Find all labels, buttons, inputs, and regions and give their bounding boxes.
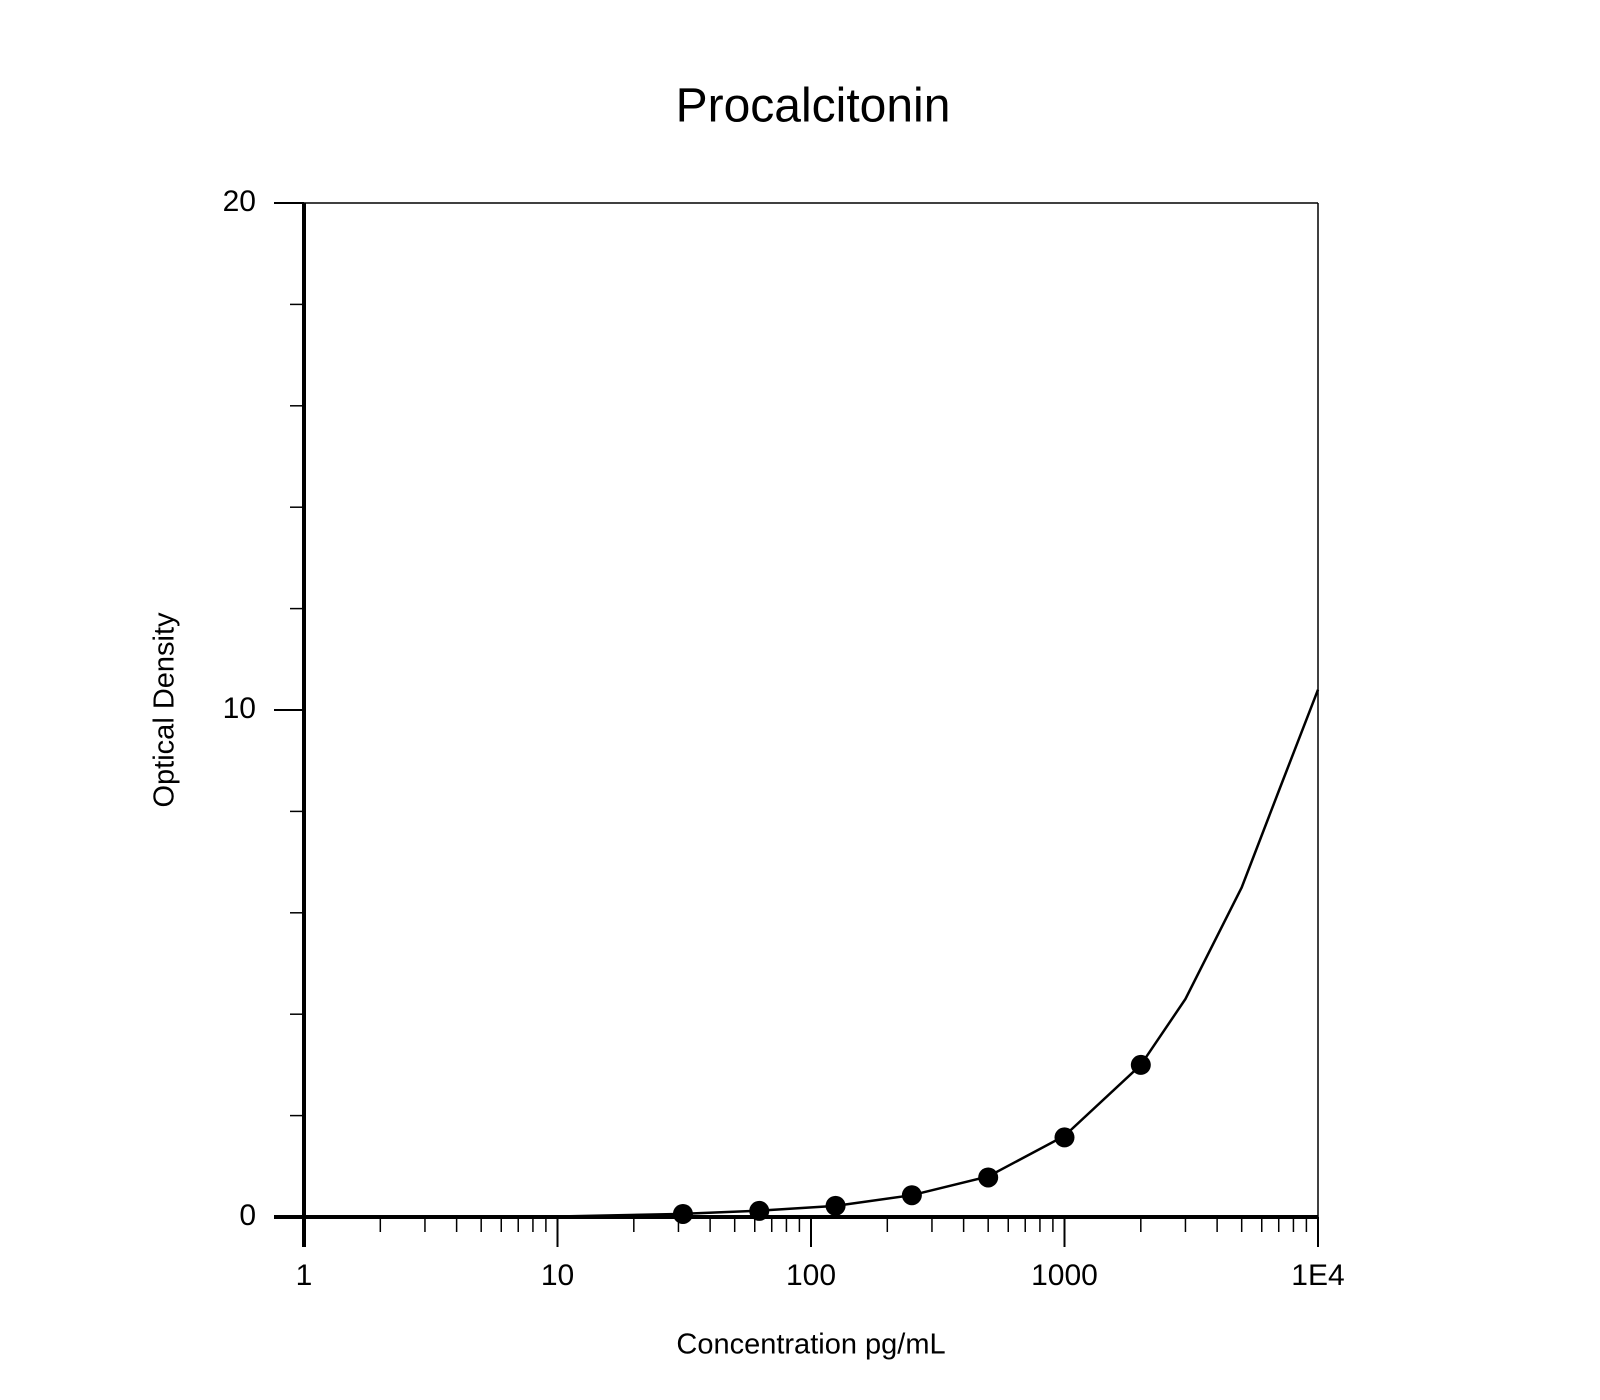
- x-tick-label: 1: [296, 1259, 313, 1292]
- data-point: [825, 1195, 846, 1216]
- x-axis-label: Concentration pg/mL: [676, 1329, 945, 1361]
- data-point: [749, 1200, 770, 1221]
- data-point: [672, 1203, 693, 1224]
- x-tick-label: 10: [541, 1259, 574, 1292]
- data-point: [978, 1167, 999, 1188]
- y-tick-label: 10: [223, 692, 256, 725]
- data-point: [1130, 1054, 1151, 1075]
- chart-title: Procalcitonin: [676, 80, 951, 133]
- x-tick-label: 1E4: [1291, 1259, 1344, 1292]
- data-point: [1054, 1127, 1075, 1148]
- x-tick-label: 1000: [1031, 1259, 1098, 1292]
- x-tick-label: 100: [786, 1259, 836, 1292]
- y-tick-label: 20: [223, 185, 256, 218]
- y-tick-label: 0: [239, 1199, 256, 1232]
- fit-curve: [303, 689, 1320, 1219]
- y-axis-label: Optical Density: [149, 612, 181, 808]
- data-point: [901, 1185, 922, 1206]
